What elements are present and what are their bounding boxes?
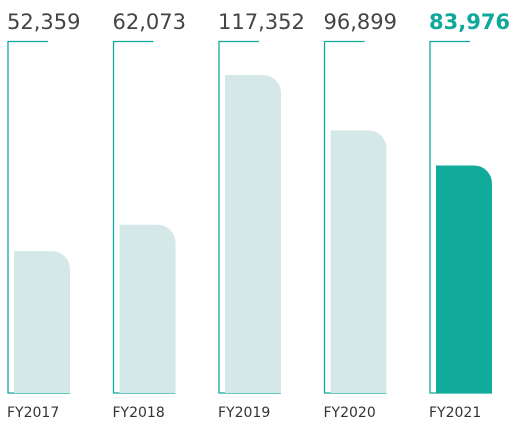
bar [330,130,387,393]
x-tick-label: FY2019 [218,405,270,421]
bar [436,165,492,393]
x-tick-label: FY2021 [429,405,481,421]
x-tick-label: FY2020 [324,405,376,421]
value-label: 52,359 [7,10,80,34]
x-tick-label: FY2017 [7,405,59,421]
value-label: 117,352 [218,10,305,34]
x-tick-label: FY2018 [113,405,165,421]
value-label: 96,899 [324,10,397,34]
bar [14,251,70,393]
bar [225,75,281,393]
value-label: 83,976 [429,10,510,34]
value-label: 62,073 [113,10,186,34]
bar [119,224,176,393]
